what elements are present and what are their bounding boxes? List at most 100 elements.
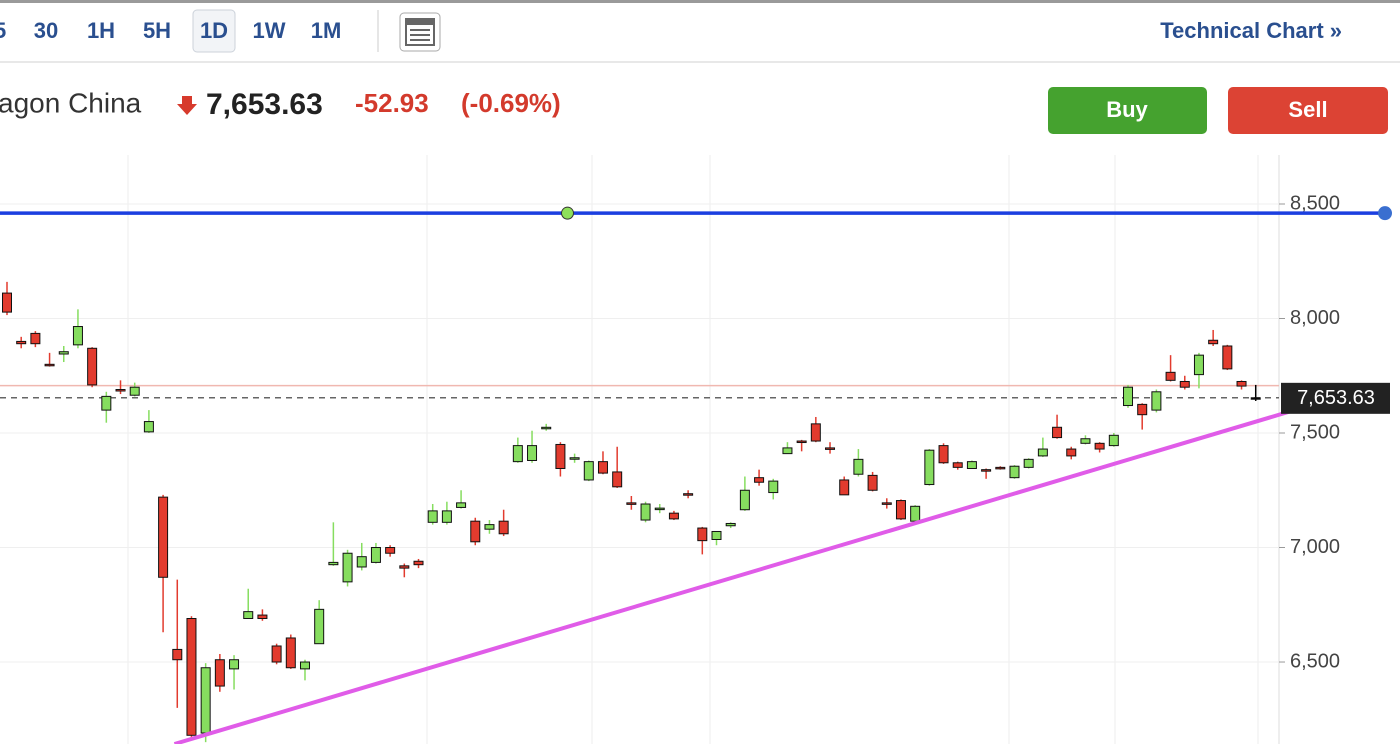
candle-body <box>470 520 481 543</box>
candle-body <box>498 520 509 535</box>
candle-body <box>711 530 722 540</box>
candle-body <box>1165 371 1176 381</box>
candle-body <box>810 423 821 442</box>
candle-body <box>910 505 921 522</box>
candle-body <box>413 560 424 566</box>
last-price-box <box>1281 382 1390 414</box>
technical-chart-link[interactable]: Technical Chart » <box>1160 18 1342 43</box>
layout-icon[interactable] <box>399 12 441 52</box>
candle-body <box>2 292 12 313</box>
y-tick-label: 7,000 <box>1290 536 1340 558</box>
candle-body <box>186 618 197 736</box>
last-price-label: 7,653.63 <box>1297 387 1375 409</box>
candle-body <box>541 426 552 430</box>
candle-body <box>768 480 779 494</box>
line-anchor <box>561 206 575 220</box>
candle-body <box>399 565 410 569</box>
candle-body <box>1037 448 1048 457</box>
candle-body <box>938 445 949 464</box>
candle-body <box>356 556 367 568</box>
candle-body <box>1108 434 1119 447</box>
candle-body <box>1222 345 1233 370</box>
candle-body <box>1193 354 1204 376</box>
candle-body <box>895 500 906 520</box>
y-tick-label: 8,500 <box>1290 192 1340 214</box>
sell-label: Sell <box>1288 97 1327 122</box>
plot: 6,500 7,000 7,500 8,000 8,500 7,653.63 <box>0 192 1392 744</box>
candle-body <box>668 512 679 520</box>
candle-body <box>683 493 694 496</box>
candle-body <box>867 474 878 491</box>
candle-body <box>640 503 651 521</box>
candle-body <box>1179 380 1190 388</box>
candle-body <box>299 661 310 670</box>
candle-body <box>1236 380 1247 387</box>
candle-body <box>1151 391 1162 411</box>
candle-body <box>214 659 225 687</box>
candle-body <box>626 502 637 505</box>
candle-body <box>569 457 580 460</box>
candle-body <box>158 496 169 578</box>
candle-body <box>1080 438 1091 444</box>
candle-body <box>143 421 154 433</box>
candle-body <box>1137 403 1148 416</box>
candle-body <box>782 447 793 455</box>
top-border <box>0 0 1400 3</box>
candle-body <box>966 461 977 470</box>
candle-body <box>754 477 765 483</box>
change-pct: (-0.69%) <box>461 88 561 118</box>
candle-body <box>1009 465 1020 479</box>
candle-body <box>243 611 254 620</box>
candle-body <box>342 552 353 583</box>
vertical-grid <box>127 155 1259 744</box>
candle-body <box>200 667 211 734</box>
interval[interactable]: 1W <box>253 18 286 43</box>
down-arrow <box>177 96 197 115</box>
candle-body <box>654 507 665 511</box>
candle-body <box>697 527 708 542</box>
candle-body <box>825 447 836 450</box>
candle-body <box>924 449 935 486</box>
candle-body <box>1123 386 1134 407</box>
candle-body <box>555 443 566 470</box>
candle-body <box>597 461 608 474</box>
candle-body <box>527 445 538 461</box>
y-tick-label: 8,000 <box>1290 307 1340 329</box>
interval[interactable]: 1D <box>200 18 228 43</box>
candle-body <box>72 326 83 346</box>
interval[interactable]: 5H <box>143 18 171 43</box>
y-tick-label: 7,500 <box>1290 421 1340 443</box>
candle-body <box>796 440 807 444</box>
candle-body <box>257 614 268 620</box>
change: -52.93 <box>355 88 429 118</box>
candle-body <box>115 389 126 392</box>
candle-body <box>995 466 1006 470</box>
candle-body <box>512 445 523 463</box>
sell-button[interactable]: Sell <box>1228 87 1388 134</box>
candle-body <box>172 648 183 661</box>
buy-button[interactable]: Buy <box>1048 87 1207 134</box>
candle-body <box>456 502 467 508</box>
candle-body <box>725 522 736 527</box>
selected-interval-box <box>192 9 236 53</box>
candle-body <box>739 489 750 511</box>
candle-body <box>1094 442 1105 450</box>
candle-body <box>1066 448 1077 457</box>
interval[interactable]: 5 <box>0 18 6 43</box>
candle-body <box>314 608 325 645</box>
candle-body <box>87 347 98 386</box>
candle-body <box>1208 339 1219 345</box>
candle-body <box>58 351 69 355</box>
interval[interactable]: 30 <box>34 18 58 43</box>
interval[interactable]: 1M <box>311 18 342 43</box>
candle-body <box>583 461 594 481</box>
candle-body <box>1023 458 1034 468</box>
candle-body <box>370 547 381 563</box>
line-end <box>1378 206 1392 221</box>
candle-body <box>427 510 438 523</box>
price: 7,653.63 <box>206 88 323 121</box>
candle-body <box>839 479 850 496</box>
interval[interactable]: 1H <box>87 18 115 43</box>
candle-body <box>441 510 452 523</box>
